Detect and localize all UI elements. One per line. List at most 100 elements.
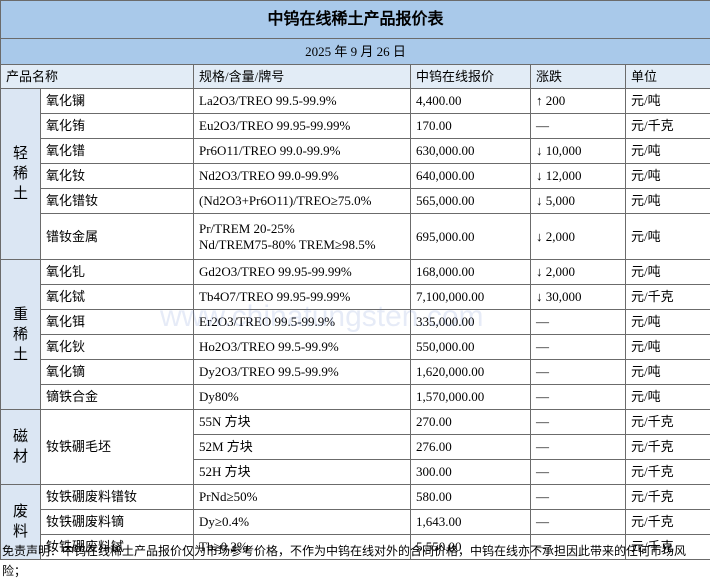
spec: (Nd2O3+Pr6O11)/TREO≥75.0% (193, 188, 411, 214)
date-row: 2025 年 9 月 26 日 (0, 38, 710, 65)
spec: 55N 方块 (193, 409, 411, 435)
spec-line: 52H 方块 (199, 464, 251, 479)
spec: Dy2O3/TREO 99.5-99.9% (193, 359, 411, 385)
spec-line: 52M 方块 (199, 439, 253, 454)
unit: 元/千克 (624, 284, 710, 310)
table-row: 废料 钕铁硼废料镨钕 PrNd≥50% 580.00— 元/千克 (0, 484, 710, 560)
product-name: 氧化铕 (40, 113, 194, 139)
group-label: 废料 (0, 484, 41, 560)
unit: 元/吨 (624, 163, 710, 189)
change: — (530, 459, 626, 485)
spec-line: 55N 方块 (199, 414, 251, 429)
spec: 52M 方块 (193, 434, 411, 460)
change: — (530, 434, 626, 460)
change: ↑ 200 (530, 88, 626, 114)
spec: 52H 方块 (193, 459, 411, 485)
spec: Pr6O11/TREO 99.0-99.9% (193, 138, 411, 164)
table-row: 镨钕金属 Pr/TREM 20-25% Nd/TREM75-80% TREM≥98.… (1, 213, 710, 260)
price-table: 中钨在线稀土产品报价表 2025 年 9 月 26 日 产品名称 规格/含量/牌号… (0, 0, 710, 560)
unit: 元/吨 (624, 359, 710, 385)
spec-line: Dy80% (199, 389, 239, 404)
spec-line: Gd2O3/TREO 99.95-99.99% (199, 264, 352, 279)
change: ↓ 5,000 (530, 188, 626, 214)
table-row: 重稀土 氧化钆 Gd2O3/TREO 99.95-99.99% 168,000.00 ↓… (0, 259, 710, 410)
spec: Nd2O3/TREO 99.0-99.9% (193, 163, 411, 189)
table-row: 钕铁硼废料铽 Tb≥0.2% 5,550.00— 元/千克 (1, 534, 710, 560)
spec-line: La2O3/TREO 99.5-99.9% (199, 93, 337, 108)
unit: 元/千克 (624, 459, 710, 485)
spec-line: Dy2O3/TREO 99.5-99.9% (199, 364, 339, 379)
product-name: 钕铁硼废料镨钕 (40, 484, 194, 510)
table-row: 52H 方块 300.00— 元/千克 (1, 459, 710, 485)
product-name: 氧化铽 (40, 284, 194, 310)
change: — (530, 334, 626, 360)
spec: Ho2O3/TREO 99.5-99.9% (193, 334, 411, 360)
spec: La2O3/TREO 99.5-99.9% (193, 88, 411, 114)
change: — (530, 509, 626, 535)
spec-line: Tb≥0.2% (199, 539, 248, 554)
spec-line: Eu2O3/TREO 99.95-99.99% (199, 118, 351, 133)
spec-line: (Nd2O3+Pr6O11)/TREO≥75.0% (199, 193, 372, 208)
spec: Er2O3/TREO 99.5-99.9% (193, 309, 411, 335)
product-name: 氧化镝 (40, 359, 194, 385)
unit: 元/千克 (624, 509, 710, 535)
unit: 元/吨 (624, 259, 710, 285)
price: 550,000.00 (410, 334, 531, 360)
change: — (530, 384, 626, 410)
unit: 元/吨 (624, 384, 710, 410)
product-name: 氧化钆 (40, 259, 194, 285)
change: ↓ 12,000 (530, 163, 626, 189)
spec-line: Pr6O11/TREO 99.0-99.9% (199, 143, 341, 158)
change: ↓ 30,000 (530, 284, 626, 310)
change: — (530, 409, 626, 435)
table-row: 52M 方块 276.00— 元/千克 (1, 434, 710, 460)
spec-line: Er2O3/TREO 99.5-99.9% (199, 314, 336, 329)
unit: 元/千克 (624, 534, 710, 560)
unit: 元/千克 (624, 113, 710, 139)
column-header: 中钨在线报价 (410, 64, 531, 89)
spec-line: Dy≥0.4% (199, 514, 250, 529)
table-row: 氧化镨钕 (Nd2O3+Pr6O11)/TREO≥75.0% 565,000.00 ↓… (1, 188, 710, 214)
spec: Tb4O7/TREO 99.95-99.99% (193, 284, 411, 310)
column-header: 单位 (624, 64, 710, 89)
spec-line: Nd/TREM75-80% TREM≥98.5% (199, 236, 376, 252)
change: ↓ 2,000 (530, 213, 626, 260)
table-row: 钕铁硼废料镝 Dy≥0.4% 1,643.00— 元/千克 (1, 509, 710, 535)
spec-line: PrNd≥50% (199, 489, 258, 504)
change: ↓ 10,000 (530, 138, 626, 164)
column-header: 产品名称 (0, 64, 194, 89)
product-name: 镝铁合金 (40, 384, 194, 410)
product-name: 氧化铒 (40, 309, 194, 335)
change: — (530, 534, 626, 560)
table-row: 氧化钬 Ho2O3/TREO 99.5-99.9% 550,000.00— 元/吨 (1, 334, 710, 360)
product-name: 氧化镨钕 (40, 188, 194, 214)
unit: 元/吨 (624, 309, 710, 335)
price: 630,000.00 (410, 138, 531, 164)
unit: 元/千克 (624, 409, 710, 435)
price: 1,620,000.00 (410, 359, 531, 385)
unit: 元/吨 (624, 88, 710, 114)
table-title: 中钨在线稀土产品报价表 (0, 0, 710, 39)
price: 565,000.00 (410, 188, 531, 214)
price: 5,550.00 (410, 534, 531, 560)
spec: Gd2O3/TREO 99.95-99.99% (193, 259, 411, 285)
table-date: 2025 年 9 月 26 日 (0, 38, 710, 65)
spec: Dy80% (193, 384, 411, 410)
footer: 免责声明：中钨在线稀土产品报价仅为市场参考价格，不作为中钨在线对外的合同价格，中… (0, 538, 710, 582)
price: 1,643.00 (410, 509, 531, 535)
unit: 元/吨 (624, 334, 710, 360)
table-row: 氧化镨 Pr6O11/TREO 99.0-99.9% 630,000.00 ↓ 10,… (1, 138, 710, 164)
change: — (530, 359, 626, 385)
change: ↓ 2,000 (530, 259, 626, 285)
product-name: 氧化钬 (40, 334, 194, 360)
unit: 元/千克 (624, 434, 710, 460)
unit: 元/千克 (624, 484, 710, 510)
price: 1,570,000.00 (410, 384, 531, 410)
product-name: 氧化镨 (40, 138, 194, 164)
change: — (530, 113, 626, 139)
price: 580.00 (410, 484, 531, 510)
price: 168,000.00 (410, 259, 531, 285)
table-row: 磁材 钕铁硼毛坯 55N 方块 270.00— 元/千克 (0, 409, 710, 485)
change: — (530, 484, 626, 510)
product-name: 钕铁硼废料镝 (40, 509, 194, 535)
